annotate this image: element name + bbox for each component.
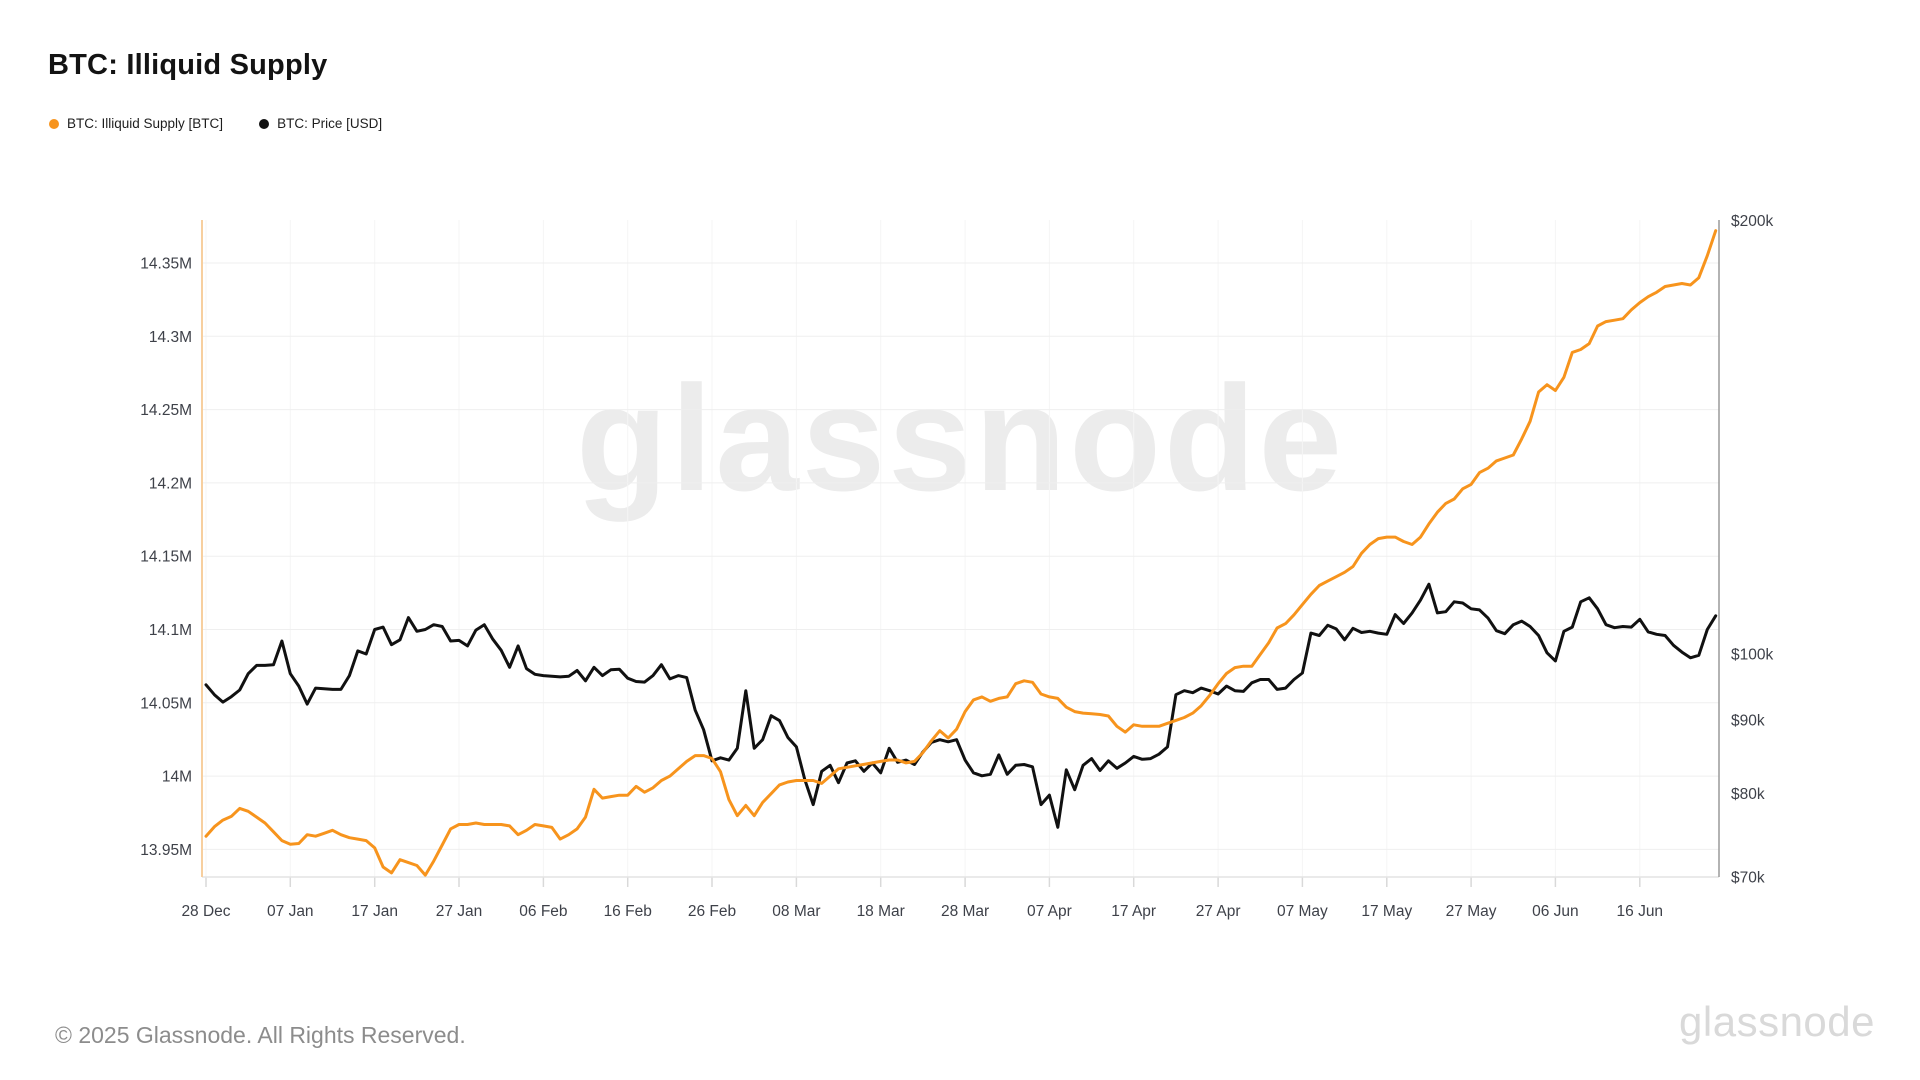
page-title: BTC: Illiquid Supply (48, 49, 328, 82)
legend: BTC: Illiquid Supply [BTC] BTC: Price [U… (49, 116, 382, 131)
date-axis-label: 27 Jan (436, 903, 483, 920)
supply-axis-label: 14M (162, 769, 192, 786)
supply-axis-label: 14.25M (140, 402, 192, 419)
supply-axis-label: 14.1M (149, 622, 192, 639)
date-axis-label: 06 Jun (1532, 903, 1579, 920)
date-axis-label: 18 Mar (857, 903, 905, 920)
date-axis-label: 16 Jun (1617, 903, 1664, 920)
legend-item-price[interactable]: BTC: Price [USD] (259, 116, 382, 131)
supply-axis-label: 14.35M (140, 256, 192, 273)
price-line[interactable] (204, 582, 1718, 829)
date-axis-label: 07 Apr (1027, 903, 1072, 920)
date-axis-label: 26 Feb (688, 903, 736, 920)
price-axis-label: $100k (1731, 647, 1773, 664)
price-axis-label: $80k (1731, 786, 1765, 803)
glassnode-logo: glassnode (1679, 998, 1875, 1045)
date-axis-label: 07 May (1277, 903, 1328, 920)
legend-label-illiquid-supply: BTC: Illiquid Supply [BTC] (67, 116, 224, 131)
price-axis-label: $90k (1731, 712, 1765, 729)
copyright-text: © 2025 Glassnode. All Rights Reserved. (55, 1022, 466, 1048)
date-axis-label: 27 Apr (1196, 903, 1241, 920)
date-axis-label: 08 Mar (772, 903, 820, 920)
date-axis-label: 17 Apr (1111, 903, 1156, 920)
supply-axis-label: 14.05M (140, 695, 192, 712)
date-axis-label: 07 Jan (267, 903, 314, 920)
price-axis-label: $70k (1731, 870, 1765, 887)
date-axis-label: 28 Mar (941, 903, 989, 920)
supply-axis-label: 13.95M (140, 842, 192, 859)
date-axis-label: 16 Feb (604, 903, 652, 920)
supply-axis-label: 14.3M (149, 329, 192, 346)
date-axis-label: 28 Dec (181, 903, 230, 920)
price-axis-label: $200k (1731, 213, 1773, 230)
date-axis-label: 06 Feb (519, 903, 567, 920)
illiquid-supply-line[interactable] (204, 229, 1718, 877)
legend-label-price: BTC: Price [USD] (277, 116, 383, 131)
date-axis-label: 27 May (1446, 903, 1497, 920)
legend-swatch-black-icon (259, 118, 270, 129)
legend-item-illiquid-supply[interactable]: BTC: Illiquid Supply [BTC] (49, 116, 223, 131)
supply-axis-label: 14.2M (149, 475, 192, 492)
date-axis-label: 17 Jan (351, 903, 398, 920)
date-axis-label: 17 May (1361, 903, 1412, 920)
supply-axis-label: 14.15M (140, 549, 192, 566)
legend-swatch-orange-icon (49, 118, 59, 129)
